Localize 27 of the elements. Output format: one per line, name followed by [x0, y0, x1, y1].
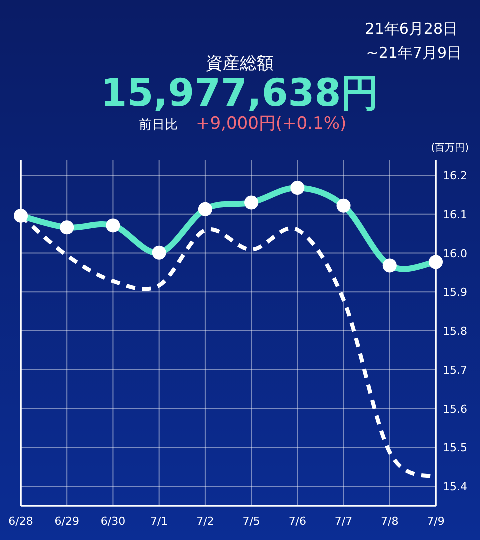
x-tick-label: 7/9 [427, 515, 445, 528]
text: +9,000円(+0.1%) [196, 114, 347, 134]
chart-title: 資産総額 [206, 54, 274, 74]
x-tick-label: 7/1 [150, 515, 168, 528]
x-tick-label: 7/5 [242, 515, 260, 528]
x-tick-label: 7/6 [288, 515, 307, 528]
x-tick-label: 7/7 [334, 515, 353, 528]
x-tick-label: 7/2 [196, 515, 214, 528]
x-tick-label: 6/30 [100, 515, 126, 528]
text: 前日比 [139, 118, 178, 133]
x-tick-label: 7/8 [381, 515, 399, 528]
y-tick-label: 16.1 [443, 208, 468, 222]
text: 21年6月28日 [365, 20, 458, 38]
text: ~21年7月9日 [366, 44, 462, 62]
y-axis-title: (百万円) [431, 143, 470, 154]
y-tick-label: 15.5 [443, 442, 468, 455]
y-tick-label: 15.4 [443, 480, 468, 494]
chart-subtitle: 15,977,638円 [100, 71, 380, 115]
point [14, 208, 28, 223]
x-tick-label: 6/29 [54, 515, 80, 528]
y-tick-label: 16.2 [443, 170, 468, 183]
y-tick-label: 15.7 [443, 364, 468, 377]
y-tick-label: 16.0 [443, 247, 468, 260]
x-tick-label: 6/28 [8, 515, 34, 528]
y-tick-label: 15.9 [443, 286, 468, 300]
y-tick-label: 15.6 [443, 402, 468, 416]
y-tick-label: 15.8 [443, 325, 468, 338]
